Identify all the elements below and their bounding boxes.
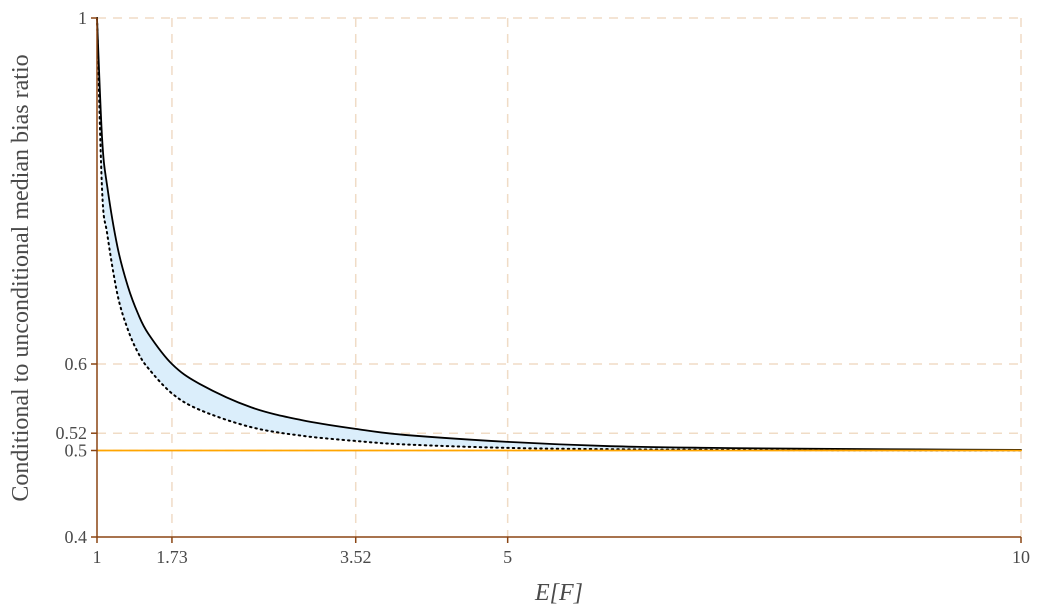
fill-between-area bbox=[97, 18, 1021, 451]
x-tick-label-0: 1 bbox=[93, 547, 102, 567]
x-tick-label-2: 3.52 bbox=[340, 547, 372, 567]
y-tick-label-0: 0.4 bbox=[65, 527, 88, 547]
y-tick-label-1: 0.5 bbox=[65, 441, 88, 461]
series-line-0 bbox=[96, 17, 1022, 451]
x-tick-label-4: 10 bbox=[1012, 547, 1030, 567]
x-axis-label: E[F] bbox=[534, 580, 583, 606]
y-tick-label-2: 0.52 bbox=[56, 423, 88, 443]
y-axis-label: Conditional to unconditional median bias… bbox=[8, 54, 34, 501]
tick-layer: 1 1.73 3.52 5 10 0.4 0.50.52 0.6 1 bbox=[56, 8, 1031, 567]
series-layer bbox=[96, 17, 1022, 452]
fill-layer bbox=[97, 18, 1021, 451]
grid-layer bbox=[97, 17, 1022, 537]
series-line-1 bbox=[96, 17, 1022, 452]
x-tick-label-3: 5 bbox=[503, 547, 512, 567]
x-tick-label-1: 1.73 bbox=[156, 547, 188, 567]
y-tick-label-4: 1 bbox=[78, 8, 87, 28]
axis-layer bbox=[96, 18, 1021, 538]
y-tick-label-3: 0.6 bbox=[65, 354, 88, 374]
